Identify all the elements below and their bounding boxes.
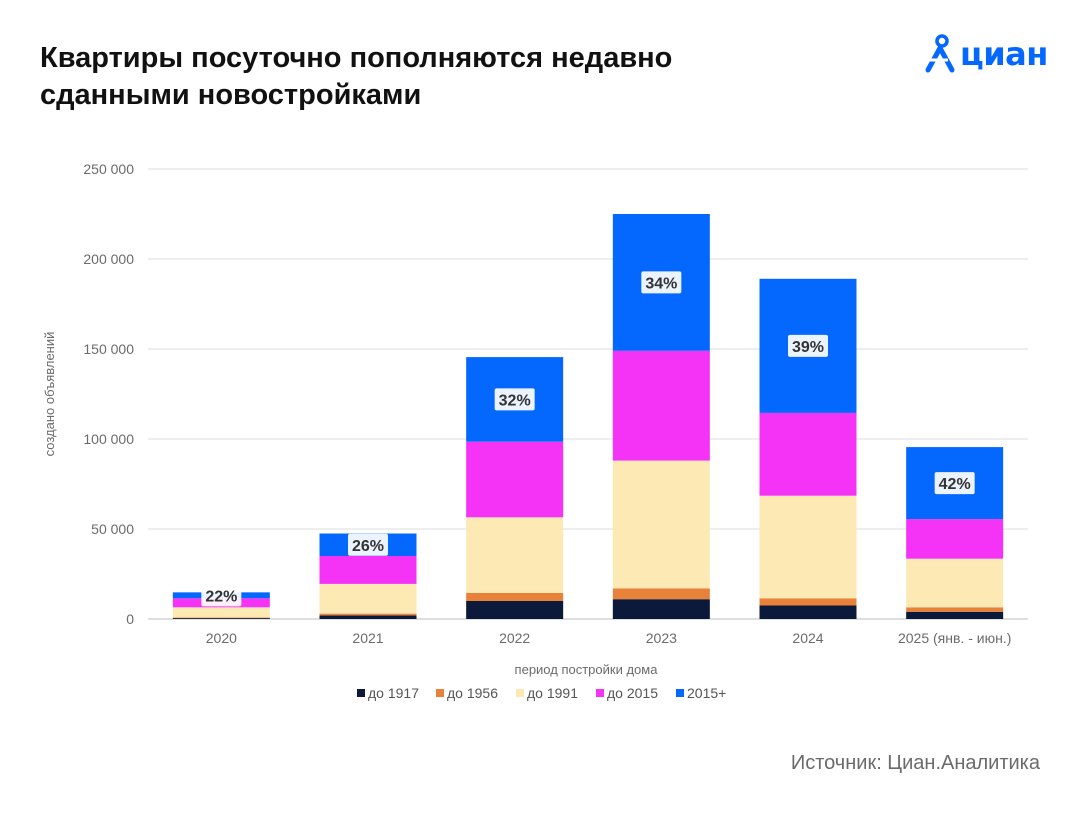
pct-label-bg [494, 388, 535, 411]
y-tick-label: 100 000 [83, 431, 134, 447]
bar-segment [612, 350, 710, 461]
pct-label: 22% [205, 588, 237, 605]
pct-label: 42% [939, 476, 971, 493]
bar-segment [319, 613, 417, 616]
x-tick-label: 2024 [792, 630, 823, 646]
legend-label: до 1917 [368, 685, 419, 701]
pct-label-bg [348, 533, 388, 556]
source-note: Источник: Циан.Аналитика [790, 752, 1040, 774]
bar-segment [612, 588, 710, 600]
bar-segment [172, 617, 270, 619]
pct-label-bg [201, 584, 242, 607]
x-tick-label: 2021 [352, 630, 383, 646]
bar-segment [759, 495, 857, 599]
y-tick-label: 200 000 [83, 251, 134, 267]
x-tick-label: 2020 [206, 630, 237, 646]
bar-segment [906, 611, 1004, 619]
bar-segment [759, 412, 857, 496]
bar-segment [612, 599, 710, 619]
x-tick-label: 2025 (янв. - июн.) [898, 630, 1011, 646]
bar-segment [466, 441, 564, 518]
logo-text: циан [960, 35, 1048, 73]
chart-title: Квартиры посуточно пополняются недавно с… [40, 42, 673, 111]
bar-segment [906, 607, 1004, 612]
legend-label: 2015+ [687, 685, 726, 701]
bar-segment [906, 558, 1004, 608]
pct-label-bg [788, 334, 828, 357]
legend-swatch [596, 689, 604, 697]
pct-label-bg [934, 472, 975, 495]
bar-segment [612, 460, 710, 589]
pin-icon [925, 34, 955, 73]
y-tick-label: 250 000 [83, 161, 134, 177]
legend-swatch [357, 689, 365, 697]
bar-segment [466, 592, 564, 601]
legend-swatch [436, 689, 444, 697]
y-tick-label: 50 000 [91, 521, 134, 537]
x-tick-label: 2022 [499, 630, 530, 646]
legend-label: до 1991 [527, 685, 578, 701]
pct-label: 32% [499, 392, 531, 409]
pct-label: 26% [352, 538, 384, 555]
bar-segment [759, 605, 857, 619]
bar-segment [906, 519, 1004, 559]
bar-segment [319, 556, 417, 584]
cian-logo: циан [924, 32, 1048, 76]
bar-segment [172, 607, 270, 618]
bar-segment [466, 517, 564, 593]
x-axis-title: период постройки дома [515, 662, 659, 677]
bar-segment [172, 618, 270, 619]
pct-label: 34% [645, 275, 677, 292]
y-axis-title: создано объявлений [42, 332, 57, 457]
bar-segment [466, 601, 564, 619]
legend-swatch [676, 689, 684, 697]
legend-swatch [516, 689, 524, 697]
x-tick-label: 2023 [646, 630, 677, 646]
bar-segment [319, 615, 417, 619]
bar-segment [759, 598, 857, 606]
y-tick-label: 0 [126, 611, 134, 627]
legend-label: до 1956 [447, 685, 498, 701]
legend-label: до 2015 [607, 685, 658, 701]
pct-label-bg [641, 271, 682, 294]
bar-segment [319, 583, 417, 614]
pct-label: 39% [792, 339, 824, 356]
y-tick-label: 150 000 [83, 341, 134, 357]
